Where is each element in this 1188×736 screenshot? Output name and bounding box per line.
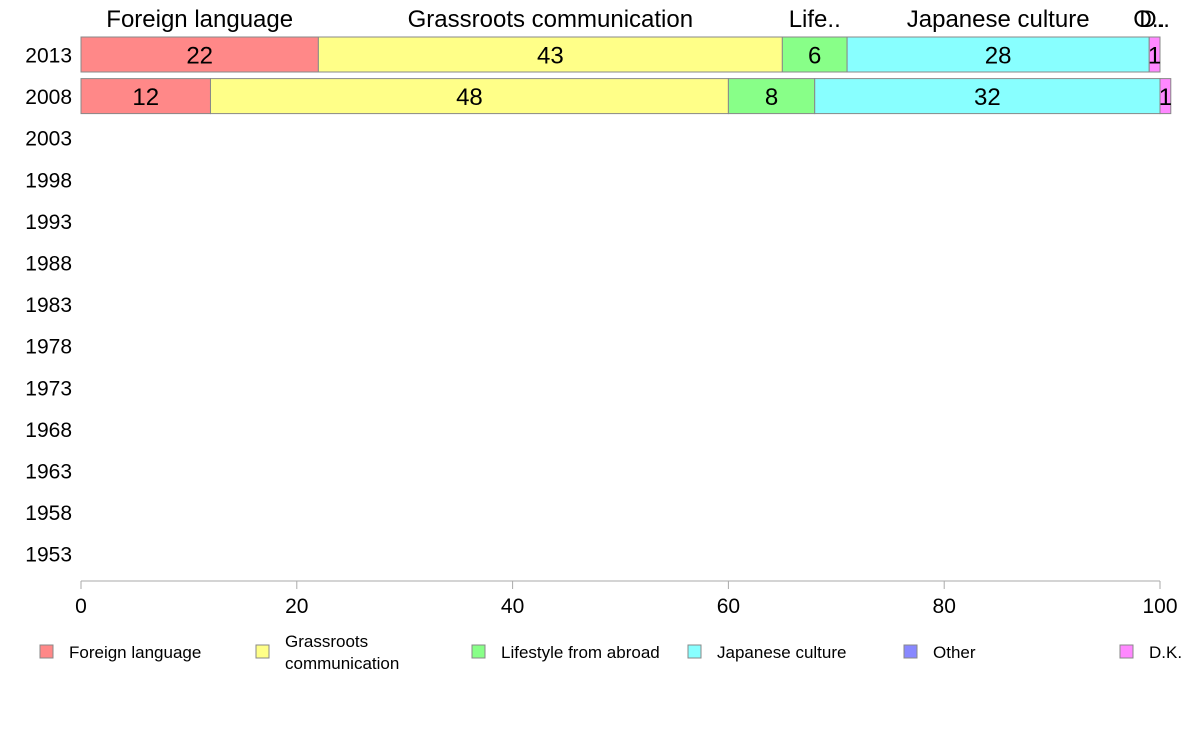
series-top-label: Life.. (789, 6, 841, 33)
data-label: 32 (974, 84, 1001, 111)
bar-segment (80, 78, 211, 115)
legend-label: Lifestyle from abroad (501, 643, 660, 662)
legend-swatch (1119, 644, 1134, 659)
x-tick-label: 0 (75, 595, 87, 618)
legend-label: D.K. (1149, 643, 1182, 662)
series-top-label: Grassroots communication (408, 6, 693, 33)
x-tick-label: 100 (1142, 595, 1177, 618)
x-tick-label: 20 (285, 595, 308, 618)
category-label: 1983 (25, 294, 72, 317)
data-label: 43 (537, 43, 564, 70)
bar-segment (1159, 78, 1172, 115)
series-top-label: Japanese culture (907, 6, 1090, 33)
category-label: 1993 (25, 211, 72, 234)
series-top-label: Foreign language (106, 6, 293, 33)
x-tick-label: 40 (501, 595, 524, 618)
data-label: 1 (1148, 43, 1161, 70)
legend-label: Other (933, 643, 976, 662)
data-label: 48 (456, 84, 483, 111)
category-label: 1953 (25, 544, 72, 567)
category-label: 2003 (25, 128, 72, 151)
category-label: 1988 (25, 253, 72, 276)
legend-label: Foreign language (69, 643, 201, 662)
legend-swatch (471, 644, 486, 659)
data-label: 12 (132, 84, 159, 111)
legend-swatch (687, 644, 702, 659)
data-label: 6 (808, 43, 821, 70)
category-label: 2013 (25, 45, 72, 68)
legend-label: Grassroots (285, 632, 368, 651)
category-label: 1973 (25, 377, 72, 400)
x-tick-label: 60 (717, 595, 740, 618)
data-label: 8 (765, 84, 778, 111)
legend-label: Japanese culture (717, 643, 846, 662)
bar-segment (209, 78, 729, 115)
bar-segment (727, 78, 816, 115)
series-top-label: D.. (1139, 6, 1170, 33)
category-label: 1968 (25, 419, 72, 442)
data-label: 22 (186, 43, 213, 70)
bar-segment (1148, 36, 1161, 73)
category-label: 1963 (25, 461, 72, 484)
bar-segment (317, 36, 783, 73)
x-tick-label: 80 (933, 595, 956, 618)
category-label: 1998 (25, 169, 72, 192)
bar-segment (781, 36, 848, 73)
legend-swatch (903, 644, 918, 659)
data-label: 28 (985, 43, 1012, 70)
series-top-label: O.. (1133, 6, 1165, 33)
category-label: 1958 (25, 502, 72, 525)
legend-label: communication (285, 654, 399, 673)
legend-swatch (39, 644, 54, 659)
data-label: 1 (1159, 84, 1172, 111)
category-label: 1978 (25, 336, 72, 359)
bar-segment (80, 36, 319, 73)
bar-segment (846, 36, 1150, 73)
category-label: 2008 (25, 86, 72, 109)
bar-segment (814, 78, 1161, 115)
legend-swatch (255, 644, 270, 659)
